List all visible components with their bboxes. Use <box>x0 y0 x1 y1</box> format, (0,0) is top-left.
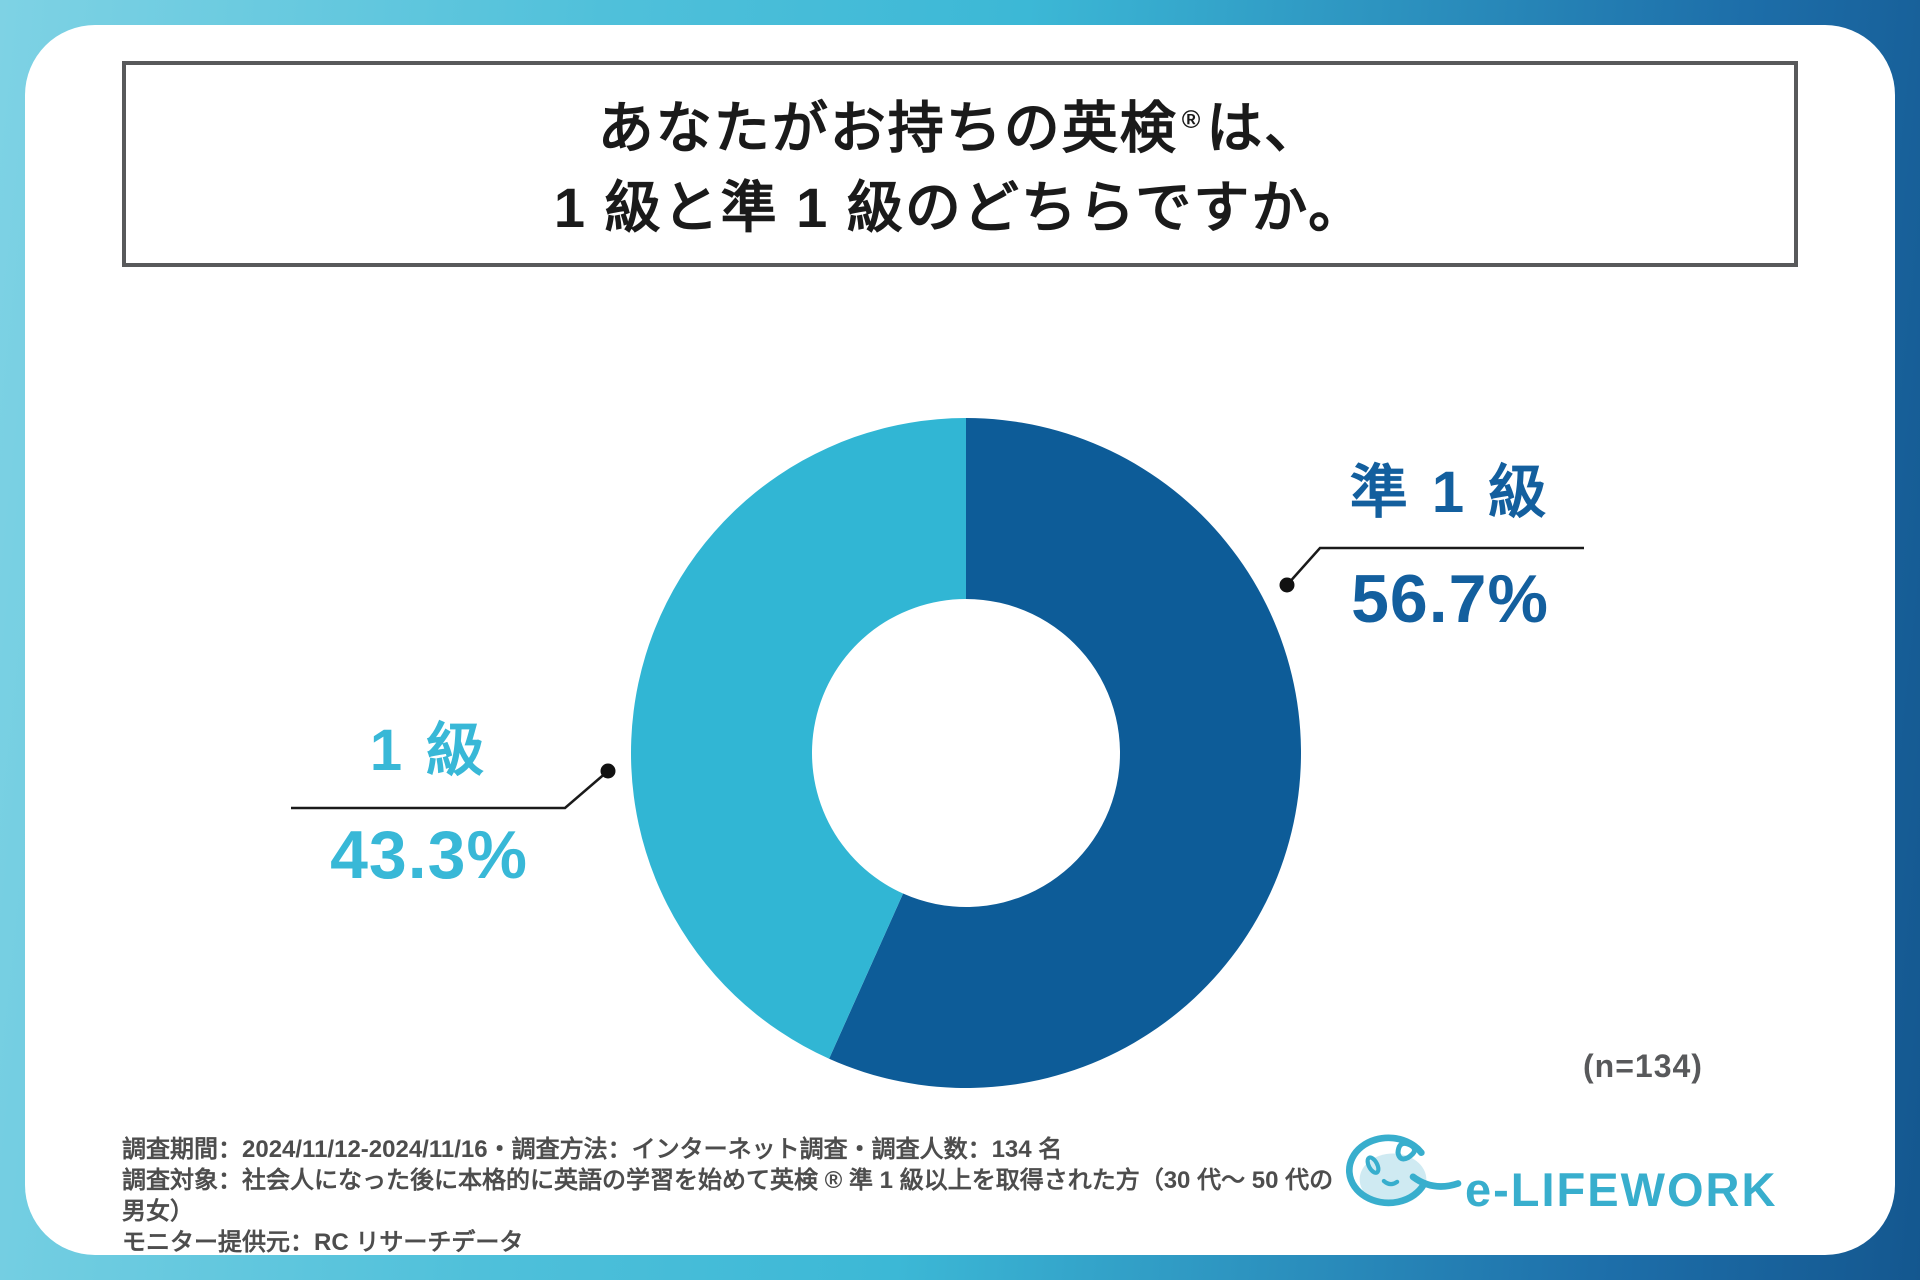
title-line-1: あなたがお持ちの英検 ®は、 <box>598 80 1323 169</box>
callout-pre1-label: 準 1 級 <box>1349 460 1551 525</box>
elifework-logo: e-LIFEWORK <box>1338 1122 1777 1230</box>
sample-size-note: (n=134) <box>1583 1048 1703 1084</box>
registered-trademark-symbol: ® <box>1181 105 1203 134</box>
title-line-2: 1 級と準 1 級のどちらですか。 <box>553 176 1367 240</box>
survey-methodology-footer: 調査期間：2024/11/12-2024/11/16・調査方法：インターネット調… <box>122 1134 1342 1258</box>
leader-dot-grade1 <box>600 763 616 779</box>
elifework-doodle-icon <box>1346 1134 1462 1207</box>
donut-chart <box>630 418 1301 1088</box>
footer-line-period: 調査期間：2024/11/12-2024/11/16・調査方法：インターネット調… <box>122 1136 1063 1163</box>
callout-pre1-value: 56.7% <box>1351 561 1549 637</box>
callout-grade1-label: 1 級 <box>369 718 489 783</box>
leader-line-pre1 <box>1279 546 1584 593</box>
footer-line-monitor: モニター提供元：RC リサーチデータ <box>122 1229 524 1256</box>
footer-line-target: 調査対象：社会人になった後に本格的に英語の学習を始めて英検 ® 準 1 級以上を… <box>122 1167 1334 1225</box>
callout-pre1: 準 1 級 56.7% <box>1310 458 1590 638</box>
leader-line-grade1 <box>291 763 616 810</box>
callout-grade1-value: 43.3% <box>330 817 528 893</box>
survey-question-title: あなたがお持ちの英検 ®は、 1 級と準 1 級のどちらですか。 <box>122 61 1798 267</box>
elifework-logo-text: e-LIFEWORK <box>1465 1162 1778 1216</box>
leader-dot-pre1 <box>1279 577 1295 593</box>
donut-segment-準1級 <box>829 418 1301 1088</box>
callout-grade1: 1 級 43.3% <box>285 716 573 894</box>
title-line-1-tail: は、 <box>1206 96 1323 160</box>
donut-segment-1級 <box>630 418 966 1059</box>
title-line-1-text: あなたがお持ちの英検 <box>597 96 1178 160</box>
